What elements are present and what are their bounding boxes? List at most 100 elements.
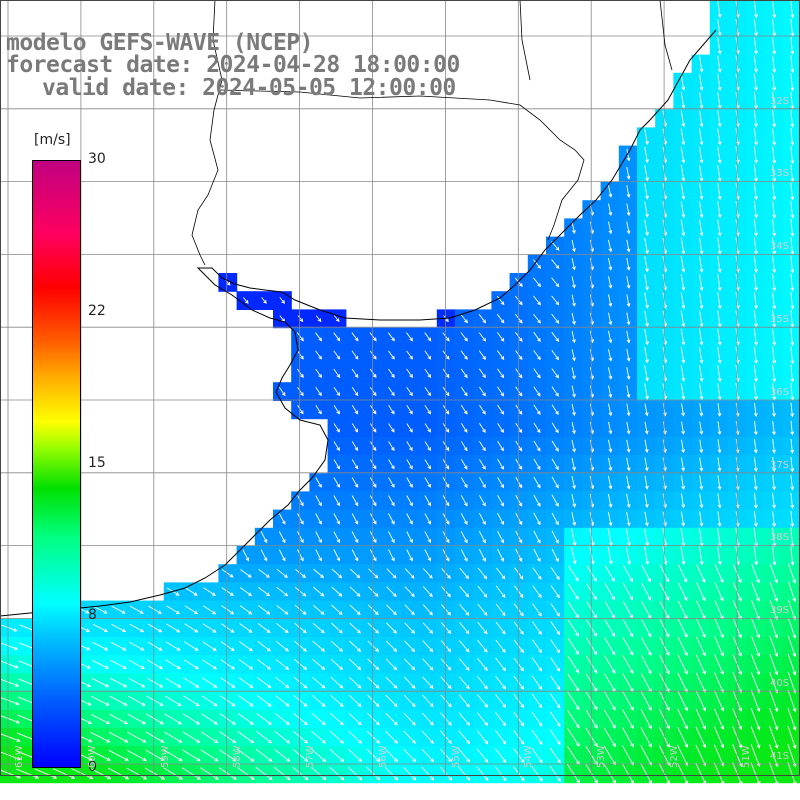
wind-arrow <box>644 347 649 364</box>
wind-arrow <box>551 422 559 434</box>
wind-arrow <box>772 146 777 165</box>
wind-arrow <box>570 546 577 565</box>
wind-arrow <box>370 405 377 415</box>
wind-arrow <box>146 695 164 706</box>
wind-arrow <box>787 707 797 731</box>
wind-arrow <box>0 660 19 669</box>
wind-arrow <box>644 256 649 273</box>
wind-arrow <box>424 350 432 360</box>
lat-label: 36S <box>770 387 790 398</box>
wind-arrow <box>753 328 758 346</box>
wind-arrow <box>551 458 559 471</box>
wind-arrow <box>790 109 795 128</box>
wind-arrow <box>641 582 652 601</box>
wind-arrow <box>255 767 273 781</box>
wind-arrow <box>478 548 486 562</box>
wind-cell <box>782 564 800 583</box>
wind-arrow <box>717 128 722 146</box>
wind-arrow <box>0 678 20 687</box>
wind-arrow <box>144 767 166 780</box>
wind-arrow <box>622 583 633 601</box>
wind-arrow <box>406 513 413 525</box>
wind-arrow <box>551 313 560 324</box>
wind-arrow <box>404 604 415 616</box>
wind-arrow <box>128 659 145 669</box>
wind-arrow <box>243 297 249 304</box>
wind-arrow <box>680 493 686 509</box>
wind-arrow <box>403 676 416 689</box>
wind-arrow <box>603 727 616 748</box>
wind-arrow <box>699 457 704 472</box>
wind-arrow <box>717 19 722 37</box>
wind-arrow <box>329 766 345 781</box>
wind-arrow <box>604 601 615 619</box>
wind-arrow <box>311 694 326 707</box>
forecast-date: forecast date: 2024-04-28 18:00:00 <box>6 52 460 78</box>
wind-arrow <box>790 364 795 383</box>
wind-arrow <box>406 531 413 544</box>
wind-arrow <box>312 604 325 615</box>
wind-arrow <box>533 440 541 452</box>
wind-arrow <box>699 237 704 255</box>
wind-arrow <box>714 600 724 620</box>
wind-arrow <box>257 605 271 615</box>
wind-arrow <box>607 475 613 490</box>
wind-arrow <box>240 569 252 578</box>
wind-arrow <box>625 546 632 565</box>
wind-arrow <box>278 549 286 562</box>
wind-arrow <box>476 694 488 708</box>
wind-arrow <box>567 637 580 655</box>
wind-arrow <box>460 459 468 470</box>
wind-arrow <box>182 713 200 725</box>
wind-arrow <box>750 726 761 749</box>
wind-arrow <box>163 767 184 780</box>
wind-arrow <box>769 617 779 639</box>
wind-arrow <box>348 712 362 726</box>
wind-arrow <box>513 747 525 764</box>
wind-arrow <box>644 421 649 435</box>
wind-arrow <box>200 731 219 743</box>
border-line <box>659 0 673 71</box>
wind-arrow <box>440 730 452 745</box>
wind-arrow <box>329 748 345 763</box>
wind-arrow <box>330 676 344 689</box>
wind-arrow <box>626 421 631 435</box>
wind-arrow <box>551 259 560 269</box>
wind-arrow <box>386 568 397 579</box>
wind-arrow <box>626 203 631 217</box>
wind-arrow <box>699 383 704 401</box>
wind-arrow <box>790 420 795 436</box>
wind-arrow <box>714 564 724 584</box>
wind-arrow <box>333 332 341 342</box>
wind-arrow <box>201 677 218 688</box>
wind-arrow <box>753 493 758 509</box>
wind-arrow <box>644 219 649 237</box>
wind-arrow <box>717 493 722 509</box>
wind-arrow <box>750 690 761 712</box>
wind-arrow <box>699 274 704 292</box>
wind-arrow <box>182 749 201 762</box>
wind-arrow <box>531 765 543 782</box>
wind-arrow <box>388 549 395 562</box>
wind-arrow <box>698 545 704 566</box>
wind-arrow <box>440 658 452 671</box>
wind-arrow <box>424 368 432 378</box>
wind-arrow <box>219 695 236 707</box>
wind-arrow <box>772 182 777 201</box>
wind-arrow <box>695 762 707 785</box>
wind-arrow <box>333 549 341 562</box>
wind-arrow <box>479 404 486 415</box>
wind-arrow <box>388 531 395 544</box>
wind-arrow <box>607 546 613 565</box>
wind-arrow <box>422 694 434 708</box>
wind-arrow <box>790 291 795 310</box>
wind-arrow <box>297 315 304 323</box>
wind-arrow <box>680 237 686 255</box>
wind-arrow <box>385 622 397 634</box>
wind-arrow <box>458 712 470 726</box>
wind-arrow <box>568 565 579 582</box>
wind-arrow <box>531 711 543 727</box>
wind-arrow <box>677 726 688 748</box>
wind-arrow <box>532 585 542 599</box>
